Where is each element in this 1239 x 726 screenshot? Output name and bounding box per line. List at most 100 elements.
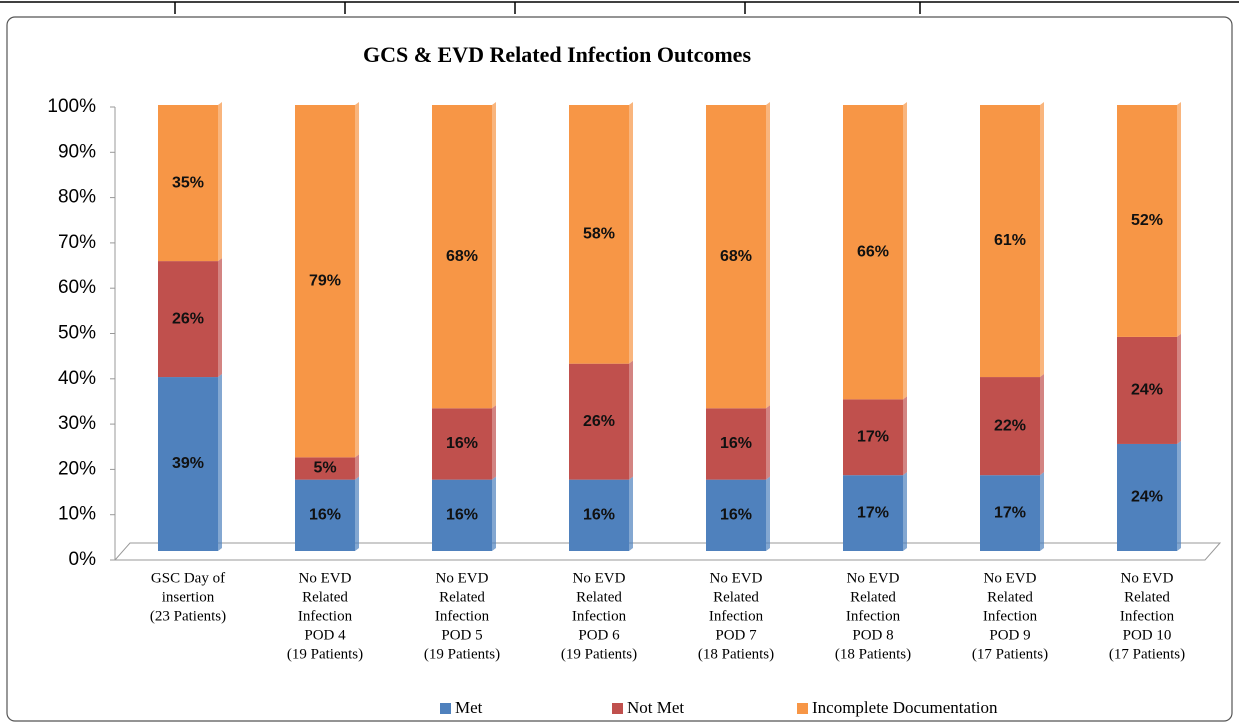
bar-segment [432,479,492,551]
x-tick-label: (18 Patients) [698,646,774,662]
bar-segment [569,363,629,480]
x-tick-label: Related [713,589,759,605]
x-tick-label: POD 6 [578,627,620,643]
x-tick-label: (19 Patients) [561,646,637,662]
data-label: 79% [309,272,341,289]
legend-swatch [440,703,451,714]
bar-side [903,472,907,551]
x-tick-label: (17 Patients) [1109,646,1185,662]
bar-side [1040,472,1044,551]
bar-segment [158,261,218,378]
x-tick-label: (18 Patients) [835,646,911,662]
bar-side [629,102,633,364]
x-tick-label: POD 5 [441,627,482,643]
bar-side [492,476,496,551]
bar-side [1177,102,1181,337]
bar-segment [569,479,629,551]
bar-segment [843,475,903,551]
bar-segment [843,105,903,400]
data-label: 16% [309,507,341,524]
x-tick-label: GSC Day of [151,570,225,586]
y-tick-label: 80% [58,187,96,208]
bar-side [1040,374,1044,476]
data-label: 24% [1131,382,1163,399]
bar-segment [1117,336,1177,444]
data-label: 17% [994,504,1026,521]
bar-side [218,258,222,378]
y-tick-label: 90% [58,141,96,162]
x-tick-label: Infection [435,608,490,624]
x-tick-label: (19 Patients) [287,646,363,662]
bar-segment [295,105,355,458]
y-tick-label: 30% [58,413,96,434]
x-tick-label: Infection [298,608,353,624]
x-tick-label: Related [987,589,1033,605]
x-tick-label: Related [850,589,896,605]
bar-side [355,454,359,480]
y-tick-label: 10% [58,504,96,525]
data-label: 68% [720,248,752,265]
bar-segment [706,479,766,551]
bar-side [355,102,359,458]
data-label: 17% [857,428,889,445]
x-tick-label: Related [302,589,348,605]
bar-side [629,360,633,480]
x-tick-label: POD 10 [1123,627,1172,643]
bar-side [766,405,770,480]
x-tick-label: (19 Patients) [424,646,500,662]
bar-segment [980,105,1040,378]
bar-segment [158,105,218,262]
x-tick-label: No EVD [710,570,763,586]
x-tick-label: Infection [846,608,901,624]
x-tick-label: No EVD [984,570,1037,586]
x-tick-label: No EVD [436,570,489,586]
bar-side [218,102,222,262]
x-tick-label: Related [1124,589,1170,605]
data-label: 66% [857,243,889,260]
data-label: 22% [994,417,1026,434]
legend-swatch [612,703,623,714]
bar-side [1177,440,1181,551]
legend-label: Not Met [627,698,684,717]
bar-segment [432,408,492,480]
bar-segment [158,377,218,551]
data-label: 16% [583,507,615,524]
y-tick-label: 60% [58,277,96,298]
bar-segment [432,105,492,409]
legend-label: Met [455,698,483,717]
bar-segment [980,475,1040,551]
bar-side [218,374,222,551]
data-label: 16% [446,507,478,524]
x-tick-label: (23 Patients) [150,608,226,624]
x-tick-label: POD 9 [989,627,1030,643]
x-tick-label: insertion [162,589,215,605]
data-label: 24% [1131,489,1163,506]
x-tick-label: Related [439,589,485,605]
bar-side [766,102,770,409]
floor [113,542,1222,561]
bar-segment [706,105,766,409]
y-tick-label: 20% [58,458,96,479]
x-tick-label: Infection [572,608,627,624]
legend-label: Incomplete Documentation [812,698,998,717]
x-tick-label: POD 8 [852,627,893,643]
x-tick-label: POD 7 [715,627,757,643]
bar-segment [295,457,355,480]
bar-side [492,102,496,409]
bar-segment [1117,443,1177,551]
data-label: 16% [720,507,752,524]
x-tick-label: No EVD [847,570,900,586]
x-tick-label: No EVD [1121,570,1174,586]
legend-swatch [797,703,808,714]
x-tick-label: Related [576,589,622,605]
x-tick-label: No EVD [573,570,626,586]
data-label: 26% [172,310,204,327]
x-tick-label: Infection [1120,608,1175,624]
data-label: 61% [994,232,1026,249]
data-label: 16% [446,435,478,452]
x-tick-label: Infection [709,608,764,624]
bar-side [766,476,770,551]
data-label: 58% [583,226,615,243]
y-tick-label: 50% [58,323,96,344]
data-label: 26% [583,413,615,430]
